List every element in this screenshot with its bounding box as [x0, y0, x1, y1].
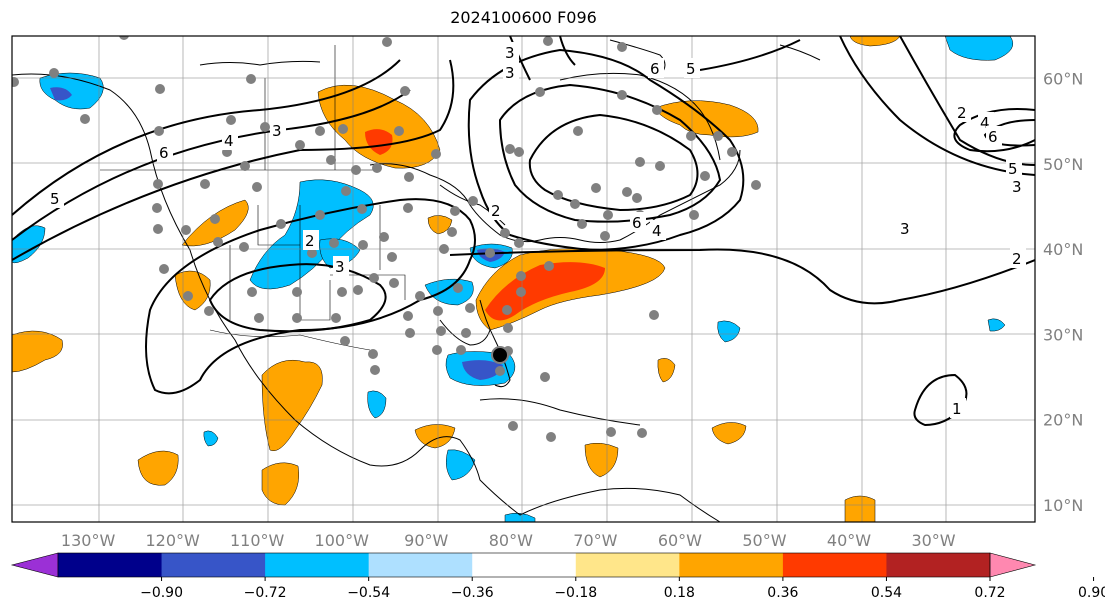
colorbar-segment	[679, 553, 784, 577]
contour-label: 3	[505, 64, 515, 82]
latitude-label: 20°N	[1043, 411, 1083, 430]
colorbar-tick-label: −0.72	[244, 585, 287, 601]
colorbar-tick-label: −0.54	[347, 585, 390, 601]
colorbar-segment	[472, 553, 577, 577]
figure-title: 2024100600 F096	[450, 8, 597, 27]
contour-label: 5	[686, 60, 696, 78]
latitude-label: 30°N	[1043, 325, 1083, 344]
colorbar-tick-label: 0.72	[974, 585, 1005, 601]
colorbar: −0.90 −0.72 −0.54 −0.36 −0.18 0.18 0.36 0.54 0.7…	[10, 552, 1105, 601]
map-frame	[11, 35, 1036, 523]
contour-label: 3	[900, 220, 910, 238]
contour-label: 2	[491, 202, 501, 220]
colorbar-segment	[886, 553, 991, 577]
contour-label: 2	[305, 232, 315, 250]
contour-label: 6	[650, 60, 660, 78]
colorbar-segment	[782, 553, 887, 577]
colorbar-segment	[575, 553, 680, 577]
contour-label: 6	[159, 144, 169, 162]
contour-label: 6	[988, 128, 998, 146]
colorbar-segment	[161, 553, 266, 577]
contour-label: 3	[505, 44, 515, 62]
contour-label: 6	[632, 214, 642, 232]
longitude-label: 60°W	[658, 531, 702, 550]
longitude-label: 110°W	[230, 531, 285, 550]
colorbar-segment	[58, 553, 163, 577]
latitude-label: 40°N	[1043, 240, 1083, 259]
highlighted-station	[491, 346, 509, 364]
longitude-label: 130°W	[61, 531, 116, 550]
longitude-label: 120°W	[145, 531, 200, 550]
longitude-label: 50°W	[742, 531, 786, 550]
contour-label: 3	[272, 122, 282, 140]
contour-label: 3	[1012, 178, 1022, 196]
colorbar-extend-high	[989, 552, 1037, 578]
longitude-label: 30°W	[911, 531, 955, 550]
contour-label: 4	[652, 222, 662, 240]
colorbar-tick-label: −0.18	[554, 585, 597, 601]
longitude-labels: 130°W 120°W 110°W 100°W 90°W 80°W 70°W 60°W 50°W…	[61, 531, 956, 550]
contour-label: 2	[1012, 250, 1022, 268]
latitude-labels: 60°N 50°N 40°N 30°N 20°N 10°N	[1043, 70, 1083, 515]
colorbar-frame	[57, 552, 991, 578]
latitude-label: 50°N	[1043, 155, 1083, 174]
contour-label: 2	[957, 104, 967, 122]
colorbar-tick-label: −0.36	[451, 585, 494, 601]
longitude-label: 70°W	[573, 531, 617, 550]
colorbar-tick-label: 0.54	[871, 585, 902, 601]
contour-label: 4	[224, 132, 234, 150]
contour-label: 4	[980, 114, 990, 132]
longitude-label: 90°W	[404, 531, 448, 550]
contour-label: 3	[335, 258, 345, 276]
longitude-label: 80°W	[489, 531, 533, 550]
latitude-label: 10°N	[1043, 496, 1083, 515]
contour-label: 5	[50, 190, 60, 208]
colorbar-tick-label: 0.18	[664, 585, 695, 601]
longitude-label: 100°W	[315, 531, 370, 550]
colorbar-segment	[368, 553, 473, 577]
colorbar-tick-label: 0.36	[767, 585, 798, 601]
longitude-label: 40°W	[827, 531, 871, 550]
latitude-label: 60°N	[1043, 70, 1083, 89]
contour-label: 1	[952, 400, 962, 418]
colorbar-tick-label: −0.90	[140, 585, 183, 601]
colorbar-extend-low	[10, 552, 59, 578]
colorbar-segment	[265, 553, 370, 577]
colorbar-tick-label: 0.90	[1078, 585, 1105, 601]
contour-labels: 5 6 4 3 2 3 6 5 3 2 6 4 5 3	[48, 42, 1026, 418]
contour-label: 5	[1008, 160, 1018, 178]
